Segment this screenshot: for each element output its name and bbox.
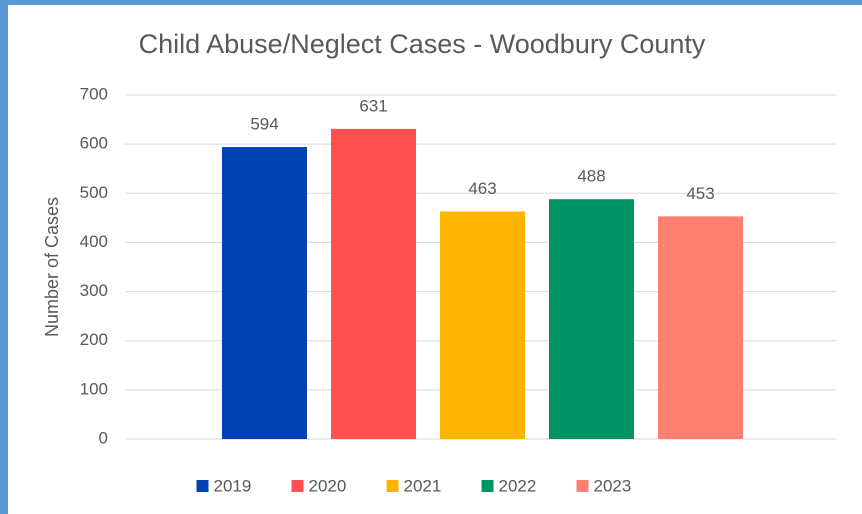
legend-swatch (196, 480, 209, 492)
y-axis-label: Number of Cases (42, 197, 62, 337)
legend-label: 2020 (309, 476, 347, 495)
bar (549, 199, 634, 439)
y-tick-label: 700 (80, 84, 108, 103)
chart-title: Child Abuse/Neglect Cases - Woodbury Cou… (139, 29, 706, 59)
data-label: 594 (250, 115, 278, 134)
legend-swatch (291, 480, 304, 492)
bar (331, 128, 416, 439)
legend-label: 2022 (499, 476, 537, 495)
legend-label: 2021 (404, 476, 442, 495)
data-label: 631 (359, 96, 387, 115)
legend-swatch (576, 480, 589, 492)
legend-label: 2023 (594, 476, 632, 495)
y-tick-label: 300 (80, 281, 108, 300)
data-label: 463 (468, 179, 496, 198)
legend-swatch (481, 480, 494, 492)
bar (222, 147, 307, 439)
y-tick-label: 600 (80, 134, 108, 153)
y-tick-label: 400 (80, 232, 108, 251)
data-label: 488 (577, 167, 605, 186)
legend-label: 2019 (214, 476, 252, 495)
data-label: 453 (686, 184, 714, 203)
y-tick-label: 0 (99, 428, 108, 447)
bar (440, 211, 525, 439)
bar (658, 216, 743, 439)
y-tick-label: 200 (80, 330, 108, 349)
y-tick-label: 100 (80, 379, 108, 398)
legend-swatch (386, 480, 399, 492)
y-tick-label: 500 (80, 183, 108, 202)
